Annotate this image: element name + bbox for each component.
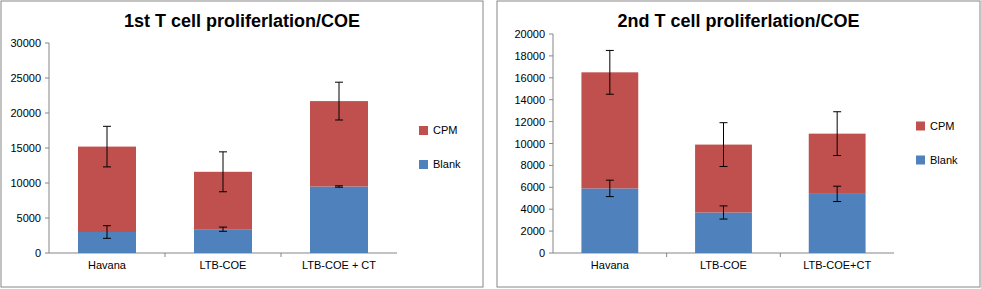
y-axis bbox=[49, 43, 50, 253]
x-tick-label: LTB-COE+CT bbox=[803, 259, 871, 271]
x-tick bbox=[165, 253, 166, 257]
y-tick bbox=[45, 148, 49, 149]
error-bar bbox=[833, 186, 841, 201]
y-tick bbox=[45, 183, 49, 184]
legend-swatch bbox=[419, 126, 428, 135]
legend-label: CPM bbox=[930, 120, 954, 132]
y-tick-label: 20000 bbox=[10, 107, 41, 119]
bars bbox=[78, 101, 368, 253]
y-tick bbox=[549, 143, 553, 144]
y-tick bbox=[45, 253, 49, 254]
error-bar bbox=[606, 50, 614, 94]
legend-label: CPM bbox=[433, 124, 457, 136]
y-tick-label: 12000 bbox=[514, 116, 545, 128]
y-tick bbox=[45, 218, 49, 219]
y-tick-label: 16000 bbox=[514, 72, 545, 84]
x-tick-label: LTB-COE + CT bbox=[302, 259, 376, 271]
y-tick-label: 10000 bbox=[514, 138, 545, 150]
legend: CPM Blank bbox=[916, 120, 958, 166]
y-tick bbox=[549, 34, 553, 35]
y-tick bbox=[549, 209, 553, 210]
x-tick-label: Havana bbox=[88, 259, 127, 271]
y-tick bbox=[549, 77, 553, 78]
error-bar bbox=[103, 226, 111, 239]
y-tick-label: 5000 bbox=[17, 212, 41, 224]
legend-swatch bbox=[419, 160, 428, 169]
y-tick-label: 15000 bbox=[10, 142, 41, 154]
y-tick bbox=[549, 99, 553, 100]
y-tick bbox=[45, 78, 49, 79]
y-tick-label: 2000 bbox=[521, 225, 545, 237]
legend-swatch bbox=[916, 156, 925, 165]
x-tick bbox=[780, 253, 781, 257]
x-tick bbox=[281, 253, 282, 257]
error-bar bbox=[335, 186, 343, 187]
legend-label: Blank bbox=[433, 158, 461, 170]
y-tick bbox=[549, 253, 553, 254]
y-tick-label: 30000 bbox=[10, 37, 41, 49]
legend-swatch bbox=[916, 122, 925, 131]
y-tick-label: 0 bbox=[539, 247, 545, 259]
error-bars bbox=[103, 82, 343, 238]
chart-title: 2nd T cell proliferlation/COE bbox=[617, 11, 859, 31]
x-tick-label: Havana bbox=[591, 259, 630, 271]
y-tick-label: 4000 bbox=[521, 203, 545, 215]
error-bar bbox=[606, 180, 614, 196]
chart-canvas: 1st T cell proliferlation/COE 0 5000 10000 1… bbox=[0, 0, 981, 289]
legend-label: Blank bbox=[930, 154, 958, 166]
y-axis bbox=[553, 34, 554, 253]
y-tick-label: 14000 bbox=[514, 94, 545, 106]
error-bar bbox=[833, 112, 841, 156]
y-tick bbox=[45, 43, 49, 44]
error-bar bbox=[103, 126, 111, 167]
y-tick-label: 25000 bbox=[10, 72, 41, 84]
y-tick-label: 6000 bbox=[521, 181, 545, 193]
y-tick bbox=[45, 113, 49, 114]
error-bars bbox=[606, 50, 841, 219]
y-tick bbox=[549, 187, 553, 188]
x-tick-label: LTB-COE bbox=[200, 259, 247, 271]
x-tick-label: LTB-COE bbox=[700, 259, 747, 271]
bar-segment bbox=[194, 229, 252, 253]
y-tick-label: 20000 bbox=[514, 28, 545, 40]
panel-frame bbox=[1, 1, 483, 287]
error-bar bbox=[720, 206, 728, 219]
y-tick bbox=[549, 55, 553, 56]
y-tick bbox=[549, 165, 553, 166]
y-tick bbox=[549, 231, 553, 232]
error-bar bbox=[720, 123, 728, 167]
bars bbox=[581, 72, 865, 253]
x-tick bbox=[666, 253, 667, 257]
y-tick-label: 0 bbox=[35, 247, 41, 259]
chart-title: 1st T cell proliferlation/COE bbox=[124, 11, 360, 31]
y-tick-label: 18000 bbox=[514, 50, 545, 62]
legend: CPM Blank bbox=[419, 124, 461, 170]
bar-segment bbox=[809, 194, 866, 253]
error-bar bbox=[219, 152, 227, 192]
chart-panel: 1st T cell proliferlation/COE 0 5000 10000 1… bbox=[1, 1, 483, 287]
bar-segment bbox=[695, 212, 752, 253]
y-tick-label: 10000 bbox=[10, 177, 41, 189]
bar-segment bbox=[310, 187, 368, 254]
chart-panel: 2nd T cell proliferlation/COE 0 2000 4000 60… bbox=[497, 1, 980, 287]
error-bar bbox=[219, 227, 227, 231]
y-tick bbox=[549, 121, 553, 122]
error-bar bbox=[335, 82, 343, 120]
panel-frame bbox=[497, 1, 980, 287]
bar-segment bbox=[581, 188, 638, 253]
y-tick-label: 8000 bbox=[521, 159, 545, 171]
